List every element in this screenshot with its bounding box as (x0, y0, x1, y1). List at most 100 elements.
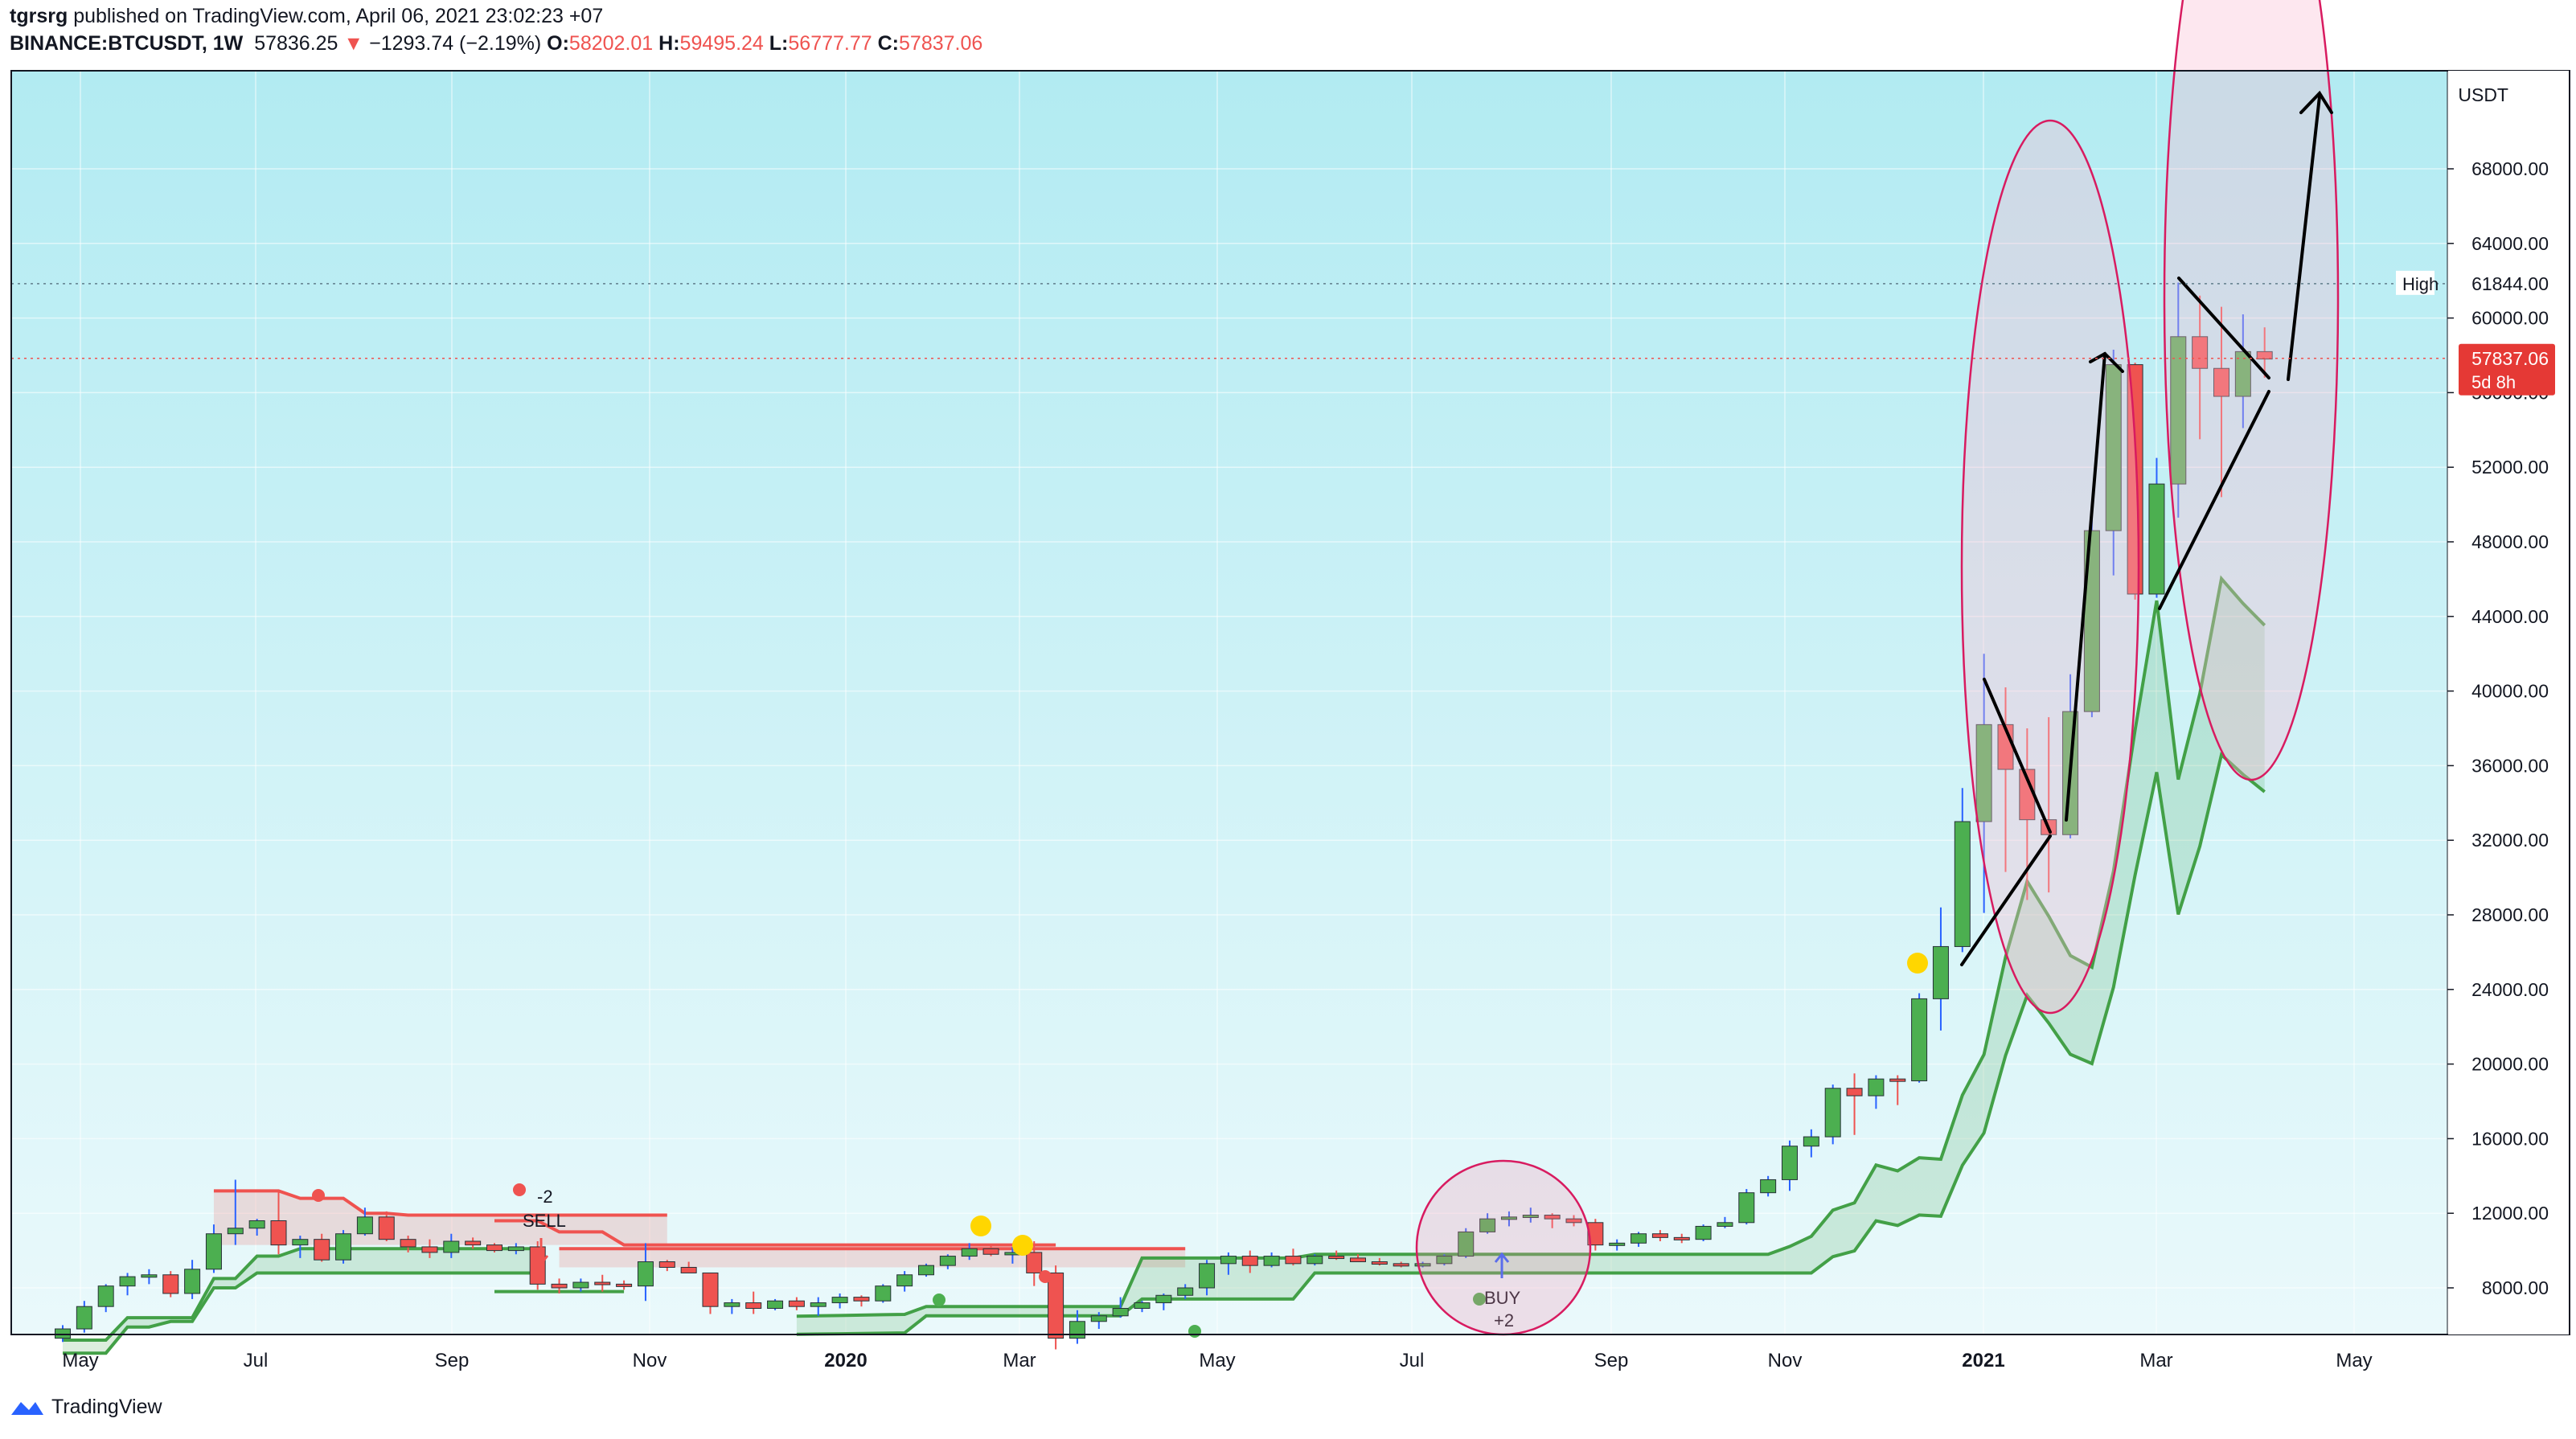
candle[interactable] (767, 1298, 784, 1310)
candle[interactable] (918, 1263, 934, 1277)
candle[interactable] (1651, 1230, 1668, 1241)
candle[interactable] (1306, 1254, 1323, 1266)
candle[interactable] (1544, 1213, 1561, 1228)
candle[interactable] (1090, 1312, 1107, 1330)
candle[interactable] (1717, 1216, 1733, 1228)
candle[interactable] (1220, 1252, 1237, 1275)
candle[interactable] (1199, 1260, 1216, 1296)
candle[interactable] (853, 1295, 870, 1307)
candle[interactable] (572, 1278, 589, 1292)
candle[interactable] (2256, 327, 2273, 378)
candle[interactable] (680, 1261, 697, 1273)
candle[interactable] (529, 1241, 546, 1290)
candle[interactable] (1889, 1075, 1906, 1105)
candle[interactable] (1954, 788, 1971, 953)
candle[interactable] (1134, 1301, 1151, 1313)
candle[interactable] (1500, 1211, 1517, 1227)
candle[interactable] (2148, 457, 2165, 598)
candle[interactable] (141, 1269, 158, 1285)
candle[interactable] (1522, 1207, 1539, 1223)
candle[interactable] (1695, 1224, 1712, 1241)
candle[interactable] (1285, 1248, 1302, 1266)
candle[interactable] (97, 1284, 114, 1313)
candle[interactable] (1112, 1297, 1129, 1318)
candle[interactable] (205, 1224, 222, 1273)
candle[interactable] (1975, 654, 1992, 913)
candle[interactable] (2213, 306, 2229, 498)
candle[interactable] (1631, 1232, 1647, 1247)
candle[interactable] (1458, 1228, 1475, 1258)
candle[interactable] (1241, 1250, 1258, 1273)
candle[interactable] (1760, 1175, 1777, 1197)
candle[interactable] (335, 1230, 352, 1264)
candle[interactable] (1371, 1257, 1388, 1266)
candle[interactable] (616, 1280, 633, 1290)
candle[interactable] (1263, 1252, 1280, 1268)
candle[interactable] (1177, 1284, 1194, 1299)
candle[interactable] (1932, 907, 1949, 1031)
candle[interactable] (421, 1239, 438, 1258)
supertrend-fill (63, 1248, 538, 1354)
candle[interactable] (2192, 295, 2209, 440)
candle[interactable] (76, 1301, 92, 1333)
candle[interactable] (1673, 1233, 1690, 1244)
candle[interactable] (875, 1284, 892, 1303)
candle[interactable] (2170, 282, 2187, 518)
candle[interactable] (55, 1325, 71, 1343)
candle[interactable] (443, 1233, 460, 1258)
candle[interactable] (378, 1211, 395, 1241)
candle[interactable] (1565, 1215, 1582, 1227)
candle[interactable] (1479, 1213, 1496, 1234)
candle[interactable] (637, 1243, 654, 1302)
candle[interactable] (551, 1278, 568, 1293)
tradingview-brand[interactable]: TradingView (10, 1396, 162, 1419)
candle[interactable] (1414, 1261, 1431, 1268)
candle[interactable] (400, 1236, 416, 1252)
candle[interactable] (1026, 1241, 1043, 1286)
candle[interactable] (1911, 993, 1928, 1083)
candle[interactable] (1846, 1073, 1863, 1135)
candle[interactable] (982, 1244, 999, 1257)
candle[interactable] (507, 1243, 524, 1255)
candle[interactable] (724, 1298, 740, 1314)
candle[interactable] (1803, 1129, 1819, 1158)
candle[interactable] (1609, 1239, 1626, 1251)
candle[interactable] (831, 1293, 848, 1309)
candle[interactable] (162, 1271, 179, 1298)
candle[interactable] (184, 1260, 201, 1299)
candle[interactable] (896, 1271, 913, 1292)
candle[interactable] (702, 1272, 719, 1314)
candle[interactable] (1868, 1075, 1885, 1109)
price-axis[interactable] (2448, 71, 2569, 1334)
candle[interactable] (356, 1207, 373, 1236)
candle[interactable] (486, 1243, 502, 1252)
candle[interactable] (292, 1236, 309, 1258)
candle[interactable] (1155, 1293, 1172, 1310)
candle[interactable] (465, 1237, 482, 1249)
candle[interactable] (810, 1297, 827, 1316)
candle[interactable] (248, 1219, 265, 1236)
candle[interactable] (2234, 314, 2251, 428)
author-name[interactable]: tgrsrg (10, 5, 68, 27)
candle[interactable] (594, 1274, 611, 1292)
candle[interactable] (2105, 350, 2122, 576)
candle[interactable] (1782, 1140, 1798, 1191)
candle[interactable] (961, 1243, 978, 1261)
candle[interactable] (939, 1254, 956, 1269)
candle[interactable] (1738, 1189, 1755, 1225)
candle[interactable] (270, 1191, 287, 1255)
candle[interactable] (1436, 1254, 1453, 1266)
candle[interactable] (119, 1273, 136, 1296)
candle[interactable] (314, 1233, 330, 1262)
candle[interactable] (1328, 1250, 1345, 1261)
candle[interactable] (788, 1297, 805, 1310)
candle[interactable] (1048, 1265, 1064, 1350)
candle[interactable] (745, 1291, 762, 1314)
candle[interactable] (1393, 1261, 1409, 1268)
candle[interactable] (1350, 1254, 1366, 1263)
candle[interactable] (658, 1260, 675, 1272)
candle[interactable] (1824, 1084, 1841, 1145)
candle[interactable] (1587, 1219, 1604, 1251)
candle[interactable] (227, 1179, 244, 1245)
